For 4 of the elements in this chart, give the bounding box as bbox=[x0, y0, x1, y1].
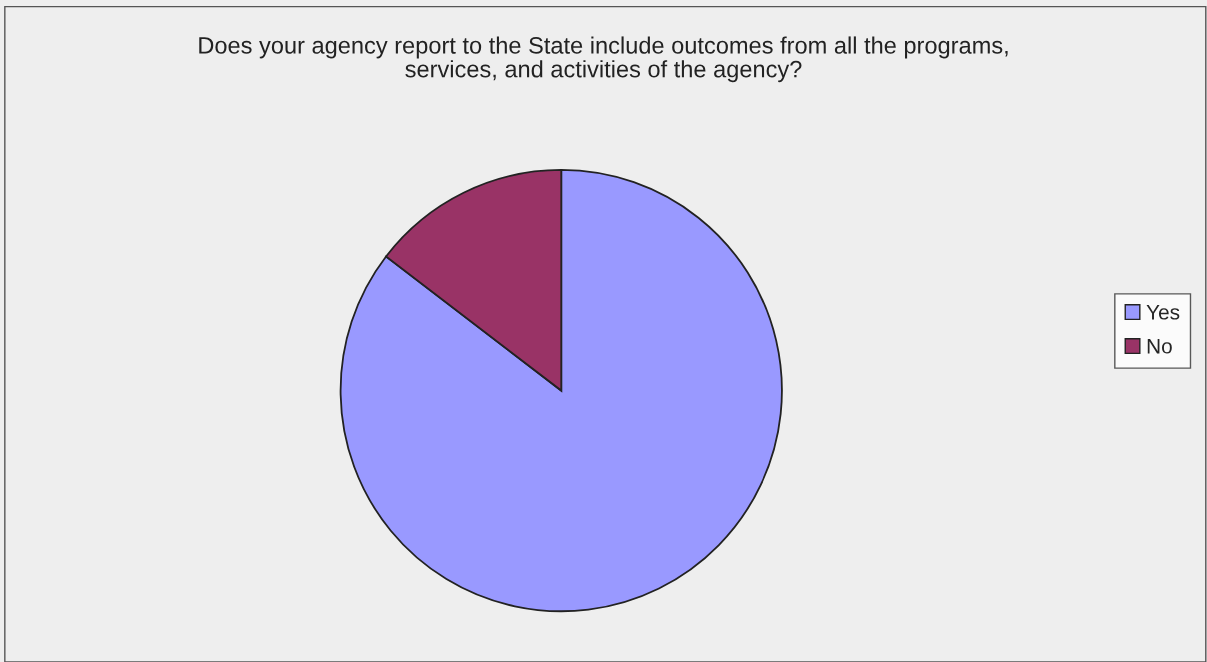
legend-label: No bbox=[1147, 339, 1172, 354]
pie-slice bbox=[339, 169, 783, 613]
chart-title: Does your agency report to the State include outcomes from all the programs, services, and activities of the agency? bbox=[199, 36, 1008, 83]
legend-label: Yes bbox=[1146, 305, 1180, 320]
